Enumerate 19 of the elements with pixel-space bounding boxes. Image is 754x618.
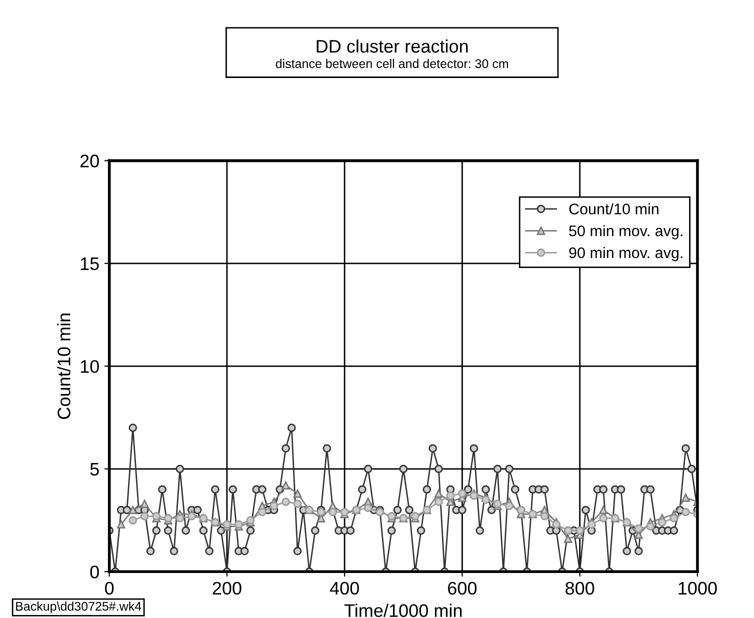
chart-title: DD cluster reaction [316, 39, 468, 53]
x-tick-label: 800 [566, 582, 594, 595]
x-tick-label: 600 [448, 582, 477, 595]
text: Backup\dd30725#.wk4 [16, 602, 142, 614]
y-axis-title: Count/10 min [57, 314, 70, 419]
y-tick-label: 15 [80, 258, 99, 270]
y-tick-label: 20 [80, 154, 99, 168]
x-tick-label: 200 [212, 582, 242, 595]
x-tick-label: 400 [330, 582, 359, 595]
y-tick-label: 0 [90, 566, 99, 578]
x-tick-label: 0 [105, 582, 114, 595]
x-axis-title: Time/1000 min [344, 604, 462, 618]
legend-label: 90 min mov. avg. [569, 246, 682, 262]
y-tick-label: 5 [90, 463, 99, 476]
chart-subtitle: distance between cell and detector: 30 cm [276, 58, 508, 68]
legend-label: Count/10 min [569, 203, 658, 214]
legend-label: 50 min mov. avg. [569, 225, 682, 240]
y-tick-label: 10 [80, 360, 99, 373]
x-tick-label: 1000 [678, 582, 717, 595]
